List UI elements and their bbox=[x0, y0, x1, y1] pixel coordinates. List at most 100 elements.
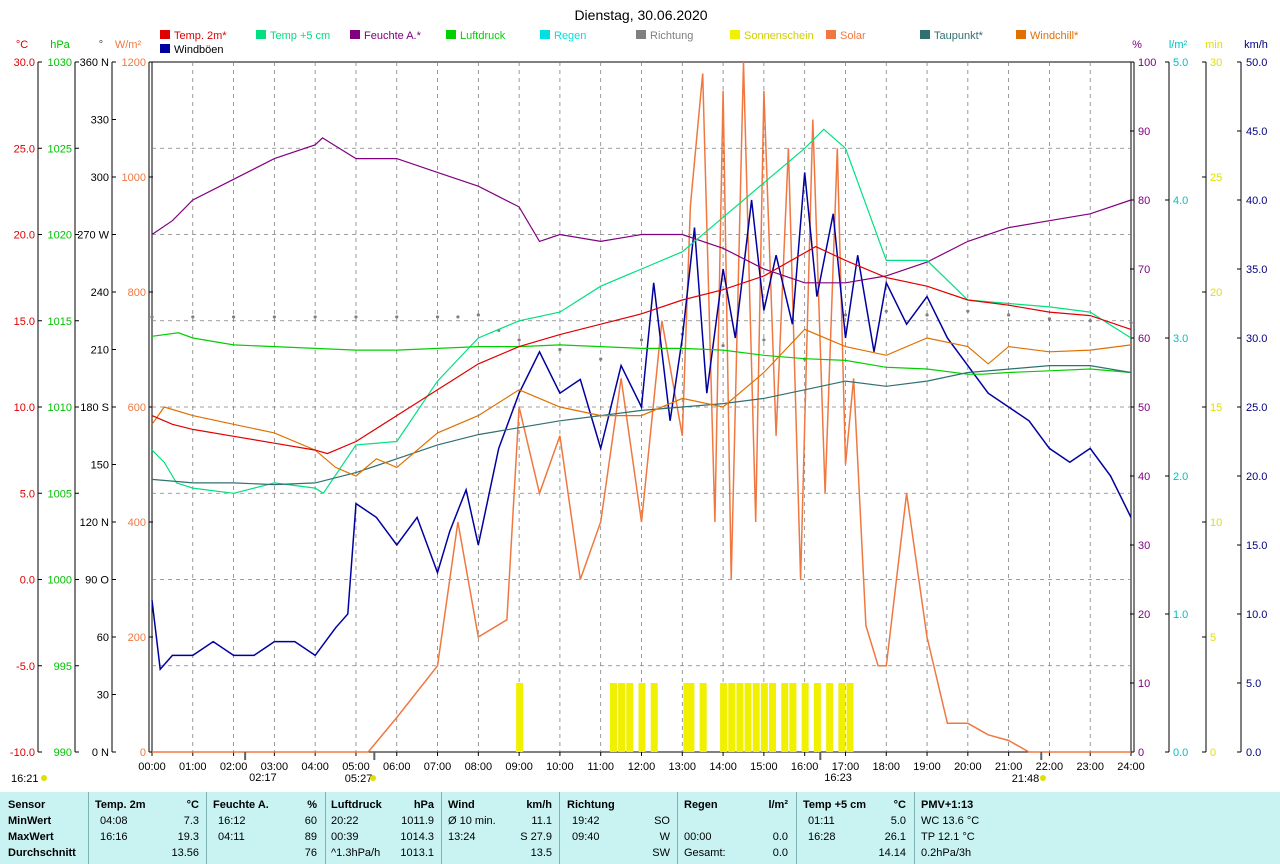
axis-tick-label: 4.0 bbox=[1173, 195, 1188, 207]
axis-tick-label: 1025 bbox=[48, 143, 72, 155]
axis-tick-label: 0 bbox=[1138, 747, 1144, 759]
x-tick-label: 11:00 bbox=[587, 761, 614, 773]
axis-tick-label: 1005 bbox=[48, 488, 72, 500]
summary-humidity-time: 04:11 bbox=[218, 831, 245, 843]
legend-label: Windböen bbox=[174, 44, 224, 56]
axis-tick-label: 15.0 bbox=[1246, 540, 1267, 552]
legend-swatch bbox=[160, 30, 170, 39]
summary-wind-label: Ø 10 min. bbox=[448, 815, 496, 827]
direction-point bbox=[884, 309, 888, 313]
summary-temp-value: 19.3 bbox=[177, 831, 199, 843]
direction-point bbox=[517, 338, 521, 342]
axis-tick-label: 30.0 bbox=[14, 57, 35, 69]
summary-pressure-time: 00:39 bbox=[331, 831, 359, 843]
sunshine-bar bbox=[801, 683, 809, 752]
axis-unit: % bbox=[1132, 39, 1142, 51]
summary-header-rain-unit: l/m² bbox=[768, 799, 788, 811]
summary-humidity-value: 89 bbox=[304, 831, 317, 843]
summary-header-pressure: Luftdruck bbox=[331, 799, 382, 811]
x-tick-label: 16:00 bbox=[791, 761, 819, 773]
axis-tick-label: 1020 bbox=[48, 230, 72, 242]
summary-rain-value: 0.0 bbox=[772, 831, 788, 843]
axis-tick-label: 0.0 bbox=[20, 575, 35, 587]
axis-tick-label: 0 bbox=[140, 747, 146, 759]
summary-table: Sensor Temp. 2m °C Feuchte A.% Luftdruck hPa W… bbox=[0, 792, 1280, 864]
x-tick-label: 02:00 bbox=[220, 761, 248, 773]
summary-direction-value: SO bbox=[654, 815, 670, 827]
summary-header-pressure-unit: hPa bbox=[413, 799, 434, 811]
axis-tick-label: 2.0 bbox=[1173, 471, 1188, 483]
legend-label: Temp. 2m* bbox=[174, 30, 227, 42]
summary-direction-time: 09:40 bbox=[572, 831, 600, 843]
plot-area bbox=[150, 61, 1133, 753]
sunshine-bar bbox=[609, 683, 617, 752]
legend-swatch bbox=[636, 30, 646, 39]
x-tick-label: 19:00 bbox=[913, 761, 941, 773]
series-line-taupunkt bbox=[151, 365, 1132, 486]
grid: 00:00 01:00 02:00 03:00 04:00 05:00 06:00 07:00… bbox=[138, 61, 1145, 773]
legend-swatch bbox=[350, 30, 360, 39]
summary-direction-value: W bbox=[659, 831, 670, 843]
summary-temp-time: 04:08 bbox=[100, 815, 128, 827]
summary-header-sensor: Sensor bbox=[8, 799, 46, 811]
sunshine-bar bbox=[728, 683, 736, 752]
axis-tick-label: 300 bbox=[91, 172, 109, 184]
x-tick-label: 01:00 bbox=[179, 761, 207, 773]
summary-header-wind-unit: km/h bbox=[526, 799, 552, 811]
x-tick-label: 10:00 bbox=[546, 761, 574, 773]
legend-label: Temp +5 cm bbox=[270, 30, 330, 42]
direction-point bbox=[1047, 317, 1052, 321]
sun-icon bbox=[41, 775, 47, 781]
axis-tick-label: 10.0 bbox=[14, 402, 35, 414]
axis-tick-label: 90 bbox=[1138, 126, 1150, 138]
direction-point bbox=[456, 315, 460, 319]
sunshine-bar bbox=[638, 683, 646, 752]
sunshine-bar bbox=[781, 683, 789, 752]
sunshine-bar bbox=[683, 683, 691, 752]
axis-tick-label: 800 bbox=[128, 287, 146, 299]
x-tick-label: 20:00 bbox=[954, 761, 982, 773]
summary-temp-time: 16:16 bbox=[100, 831, 128, 843]
sunshine-bar bbox=[826, 683, 834, 752]
axis-tick-label: 5.0 bbox=[20, 488, 35, 500]
axis-tick-label: 180 S bbox=[80, 402, 109, 414]
axis-tick-label: 25.0 bbox=[1246, 402, 1267, 414]
axis-tick-label: 1030 bbox=[48, 57, 72, 69]
axis-tick-label: 60 bbox=[97, 632, 109, 644]
direction-point bbox=[966, 309, 970, 313]
legend-label: Solar bbox=[840, 30, 866, 42]
direction-point bbox=[150, 315, 154, 319]
legend-swatch bbox=[730, 30, 740, 39]
legend: Temp. 2m* Temp +5 cm Feuchte A.* Luftdruck R… bbox=[160, 30, 1079, 56]
summary-pmv-value: TP 12.1 °C bbox=[921, 831, 975, 843]
summary-wind-value: 11.1 bbox=[531, 815, 552, 827]
series-line-luftdruck bbox=[151, 332, 1132, 375]
series-line-solar bbox=[152, 61, 1131, 753]
legend-label: Sonnenschein bbox=[744, 30, 814, 42]
summary-separator bbox=[441, 792, 442, 864]
summary-direction-time: 19:42 bbox=[572, 815, 600, 827]
chart-title: Dienstag, 30.06.2020 bbox=[574, 7, 707, 23]
axis-tick-label: 15.0 bbox=[14, 316, 35, 328]
axis-tick-label: 200 bbox=[128, 632, 146, 644]
summary-header-temp5: Temp +5 cm bbox=[803, 799, 867, 811]
direction-point bbox=[843, 313, 848, 317]
axis-tick-label: 40 bbox=[1138, 471, 1150, 483]
direction-point bbox=[231, 315, 236, 319]
axis-tick-label: 120 N bbox=[80, 517, 109, 529]
direction-point bbox=[191, 315, 195, 319]
axis-tick-label: 30 bbox=[1210, 57, 1222, 69]
x-tick-label: 03:00 bbox=[261, 761, 289, 773]
direction-point bbox=[639, 338, 644, 342]
direction-point bbox=[1007, 313, 1011, 317]
axis-tick-label: 20 bbox=[1138, 609, 1150, 621]
axis-tick-label: 30 bbox=[97, 690, 109, 702]
summary-pmv-value: WC 13.6 °C bbox=[921, 815, 980, 827]
legend-swatch bbox=[540, 30, 550, 39]
sunshine-bar bbox=[813, 683, 821, 752]
x-tick-label: 22:00 bbox=[1036, 761, 1064, 773]
x-tick-label: 18:00 bbox=[872, 761, 900, 773]
summary-pressure-value: 1013.1 bbox=[400, 847, 434, 859]
summary-wind-value: S 27.9 bbox=[520, 831, 552, 843]
summary-humidity-value: 76 bbox=[304, 847, 317, 859]
